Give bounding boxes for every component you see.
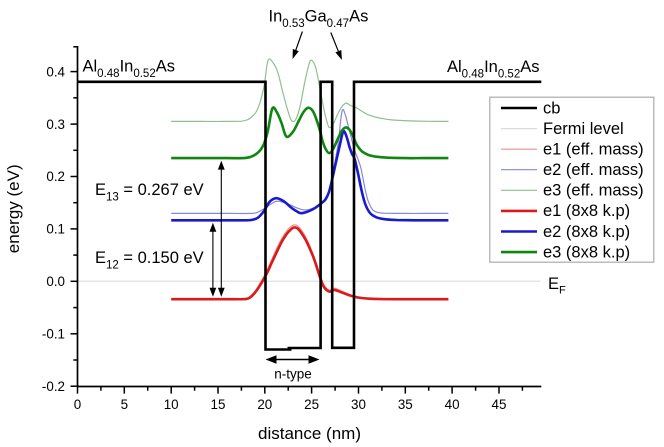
svg-text:e3 (8x8 k.p): e3 (8x8 k.p)	[543, 243, 630, 261]
svg-text:cb: cb	[543, 99, 560, 117]
svg-text:n-type: n-type	[274, 367, 312, 382]
svg-text:E13 = 0.267 eV: E13 = 0.267 eV	[95, 181, 204, 204]
svg-text:35: 35	[398, 397, 413, 412]
svg-text:0.0: 0.0	[46, 274, 65, 289]
svg-text:Fermi level: Fermi level	[543, 120, 624, 138]
svg-text:-0.1: -0.1	[42, 327, 65, 342]
svg-text:e2 (eff. mass): e2 (eff. mass)	[543, 161, 644, 179]
svg-text:0: 0	[74, 397, 81, 412]
svg-text:45: 45	[492, 397, 507, 412]
svg-text:10: 10	[164, 397, 179, 412]
svg-text:energy (eV): energy (eV)	[4, 164, 23, 253]
svg-text:distance (nm): distance (nm)	[258, 424, 361, 443]
svg-text:25: 25	[304, 397, 319, 412]
svg-text:E12 = 0.150 eV: E12 = 0.150 eV	[95, 249, 204, 272]
svg-text:0.2: 0.2	[46, 169, 65, 184]
svg-text:e3 (eff. mass): e3 (eff. mass)	[543, 182, 644, 200]
svg-text:30: 30	[351, 397, 366, 412]
svg-text:e2 (8x8 k.p): e2 (8x8 k.p)	[543, 223, 630, 241]
svg-text:5: 5	[121, 397, 128, 412]
svg-text:-0.2: -0.2	[42, 379, 65, 394]
svg-text:e1 (eff. mass): e1 (eff. mass)	[543, 141, 644, 159]
svg-text:0.1: 0.1	[46, 222, 65, 237]
svg-text:40: 40	[445, 397, 460, 412]
svg-text:0.4: 0.4	[46, 64, 65, 79]
svg-text:0.3: 0.3	[46, 117, 65, 132]
svg-text:20: 20	[257, 397, 272, 412]
svg-text:15: 15	[211, 397, 226, 412]
svg-text:e1 (8x8 k.p): e1 (8x8 k.p)	[543, 202, 630, 220]
